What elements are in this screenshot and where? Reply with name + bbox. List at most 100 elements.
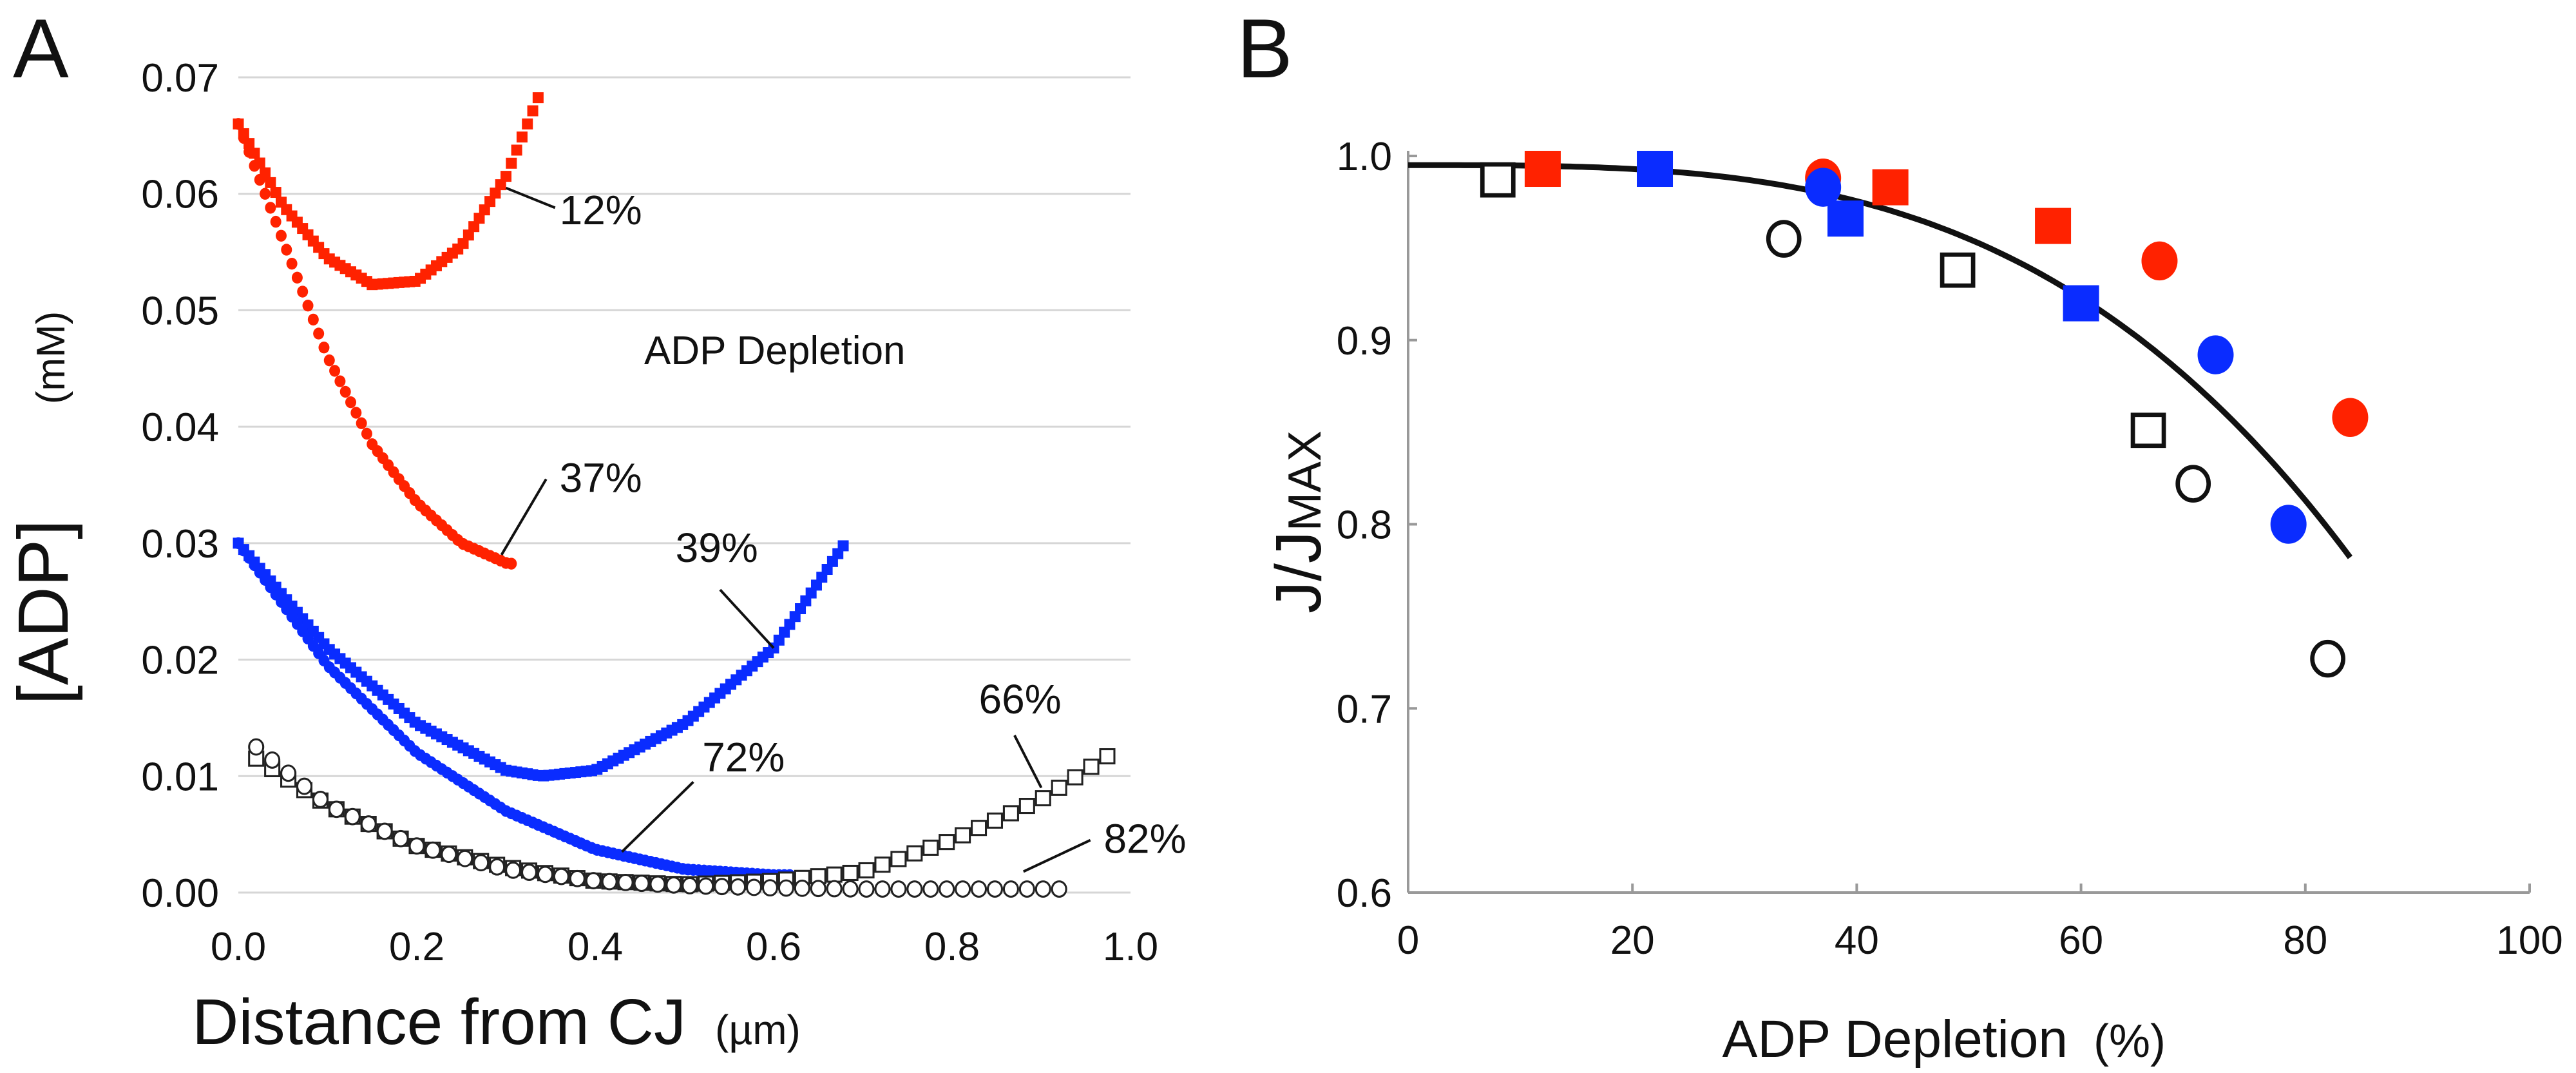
y-tick-label: 0.00 bbox=[141, 871, 219, 916]
data-point bbox=[971, 880, 987, 898]
data-point bbox=[906, 845, 923, 862]
data-point bbox=[2035, 208, 2072, 244]
data-point bbox=[468, 221, 480, 233]
panel-a-yticks: 0.00 0.01 0.02 0.03 0.04 0.05 0.06 0.07 bbox=[141, 56, 219, 916]
data-point bbox=[233, 118, 244, 130]
data-point bbox=[425, 841, 441, 859]
panel-b-axes bbox=[1407, 151, 2531, 894]
series-12pct bbox=[233, 92, 544, 291]
data-point bbox=[890, 880, 907, 898]
data-point bbox=[714, 878, 730, 896]
panel-a-yunit: (mM) bbox=[29, 311, 73, 405]
data-point bbox=[275, 229, 287, 242]
data-point bbox=[254, 173, 265, 186]
x-tick-label: 0.0 bbox=[211, 925, 266, 969]
panel-label-a: A bbox=[13, 1, 69, 95]
data-point bbox=[511, 144, 522, 156]
data-point bbox=[1524, 151, 1561, 188]
data-point bbox=[280, 764, 297, 782]
panel-label-b: B bbox=[1237, 1, 1293, 95]
data-point bbox=[1018, 798, 1035, 815]
data-point bbox=[1035, 880, 1051, 898]
x-tick-label: 100 bbox=[2496, 918, 2562, 963]
data-point bbox=[922, 839, 939, 856]
panel-b-series bbox=[1480, 151, 2369, 678]
data-point bbox=[2310, 639, 2345, 678]
callout-label: 82% bbox=[1103, 816, 1186, 862]
y-tick-label: 0.07 bbox=[141, 56, 219, 101]
series-72pct bbox=[233, 537, 796, 882]
data-point bbox=[1083, 759, 1100, 775]
data-point bbox=[2130, 412, 2166, 449]
data-point bbox=[312, 791, 329, 808]
panel-b-ylabel: J/JMAX bbox=[1263, 430, 1335, 614]
data-point bbox=[617, 873, 634, 891]
data-point bbox=[906, 880, 923, 898]
data-point bbox=[376, 822, 393, 840]
data-point bbox=[270, 187, 281, 198]
data-point bbox=[360, 815, 377, 833]
data-point bbox=[810, 880, 826, 898]
data-point bbox=[463, 229, 474, 241]
data-point bbox=[2332, 398, 2369, 438]
x-tick-label: 60 bbox=[2059, 918, 2103, 963]
data-point bbox=[264, 751, 281, 769]
data-point bbox=[826, 866, 843, 883]
data-point bbox=[1805, 168, 1842, 207]
data-point bbox=[842, 880, 859, 898]
y-tick-label: 0.7 bbox=[1337, 687, 1392, 731]
data-point bbox=[698, 877, 714, 895]
data-point bbox=[248, 738, 265, 756]
data-point bbox=[457, 238, 469, 249]
panel-a-xlabel: Distance from CJ bbox=[192, 986, 686, 1058]
data-point bbox=[473, 854, 490, 872]
data-point bbox=[1067, 769, 1083, 786]
x-tick-label: 80 bbox=[2283, 918, 2327, 963]
data-point bbox=[297, 285, 309, 298]
y-tick-label: 0.04 bbox=[141, 405, 219, 450]
x-tick-label: 20 bbox=[1610, 918, 1655, 963]
series-37pct bbox=[233, 118, 517, 570]
callout-label: 72% bbox=[702, 734, 785, 780]
data-point bbox=[265, 177, 276, 188]
data-point bbox=[2197, 335, 2234, 374]
data-point bbox=[955, 827, 971, 844]
panel-b-yticks: 0.6 0.7 0.8 0.9 1.0 bbox=[1337, 135, 1392, 916]
x-tick-label: 40 bbox=[1835, 918, 1879, 963]
data-point bbox=[1940, 252, 1976, 288]
data-point bbox=[307, 313, 319, 326]
data-point bbox=[745, 878, 763, 896]
y-tick-label: 0.8 bbox=[1337, 503, 1392, 548]
data-point bbox=[323, 354, 335, 367]
data-point bbox=[238, 131, 249, 144]
data-point bbox=[1099, 748, 1116, 765]
series-blue-squares bbox=[1637, 151, 2099, 322]
panel-a-grid bbox=[238, 76, 1131, 894]
series-red-squares bbox=[1524, 151, 2072, 244]
callout-leader bbox=[505, 186, 556, 209]
y-tick-label: 0.9 bbox=[1337, 319, 1392, 363]
data-point bbox=[506, 557, 517, 570]
data-point bbox=[328, 800, 345, 818]
panel-a-ylabel: [ADP] bbox=[4, 519, 83, 704]
data-point bbox=[270, 215, 281, 228]
data-point bbox=[527, 105, 539, 117]
callout-leader bbox=[1022, 838, 1091, 873]
y-tick-label: 0.02 bbox=[141, 639, 219, 683]
data-point bbox=[441, 846, 457, 864]
data-point bbox=[794, 879, 810, 897]
panel-b-xticks: 0 20 40 60 80 100 bbox=[1397, 918, 2563, 963]
series-blue-circles bbox=[1805, 168, 2307, 544]
data-point bbox=[649, 875, 666, 893]
data-point bbox=[682, 876, 698, 894]
data-point bbox=[826, 880, 843, 898]
data-point bbox=[260, 188, 271, 200]
data-point bbox=[761, 879, 778, 897]
data-point bbox=[344, 807, 361, 826]
data-point bbox=[858, 862, 875, 879]
data-point bbox=[490, 188, 501, 199]
data-point bbox=[2141, 241, 2178, 281]
panel-b-fit bbox=[1408, 162, 2352, 559]
data-point bbox=[1002, 880, 1019, 898]
panel-a-xunit: (µm) bbox=[715, 1007, 801, 1053]
